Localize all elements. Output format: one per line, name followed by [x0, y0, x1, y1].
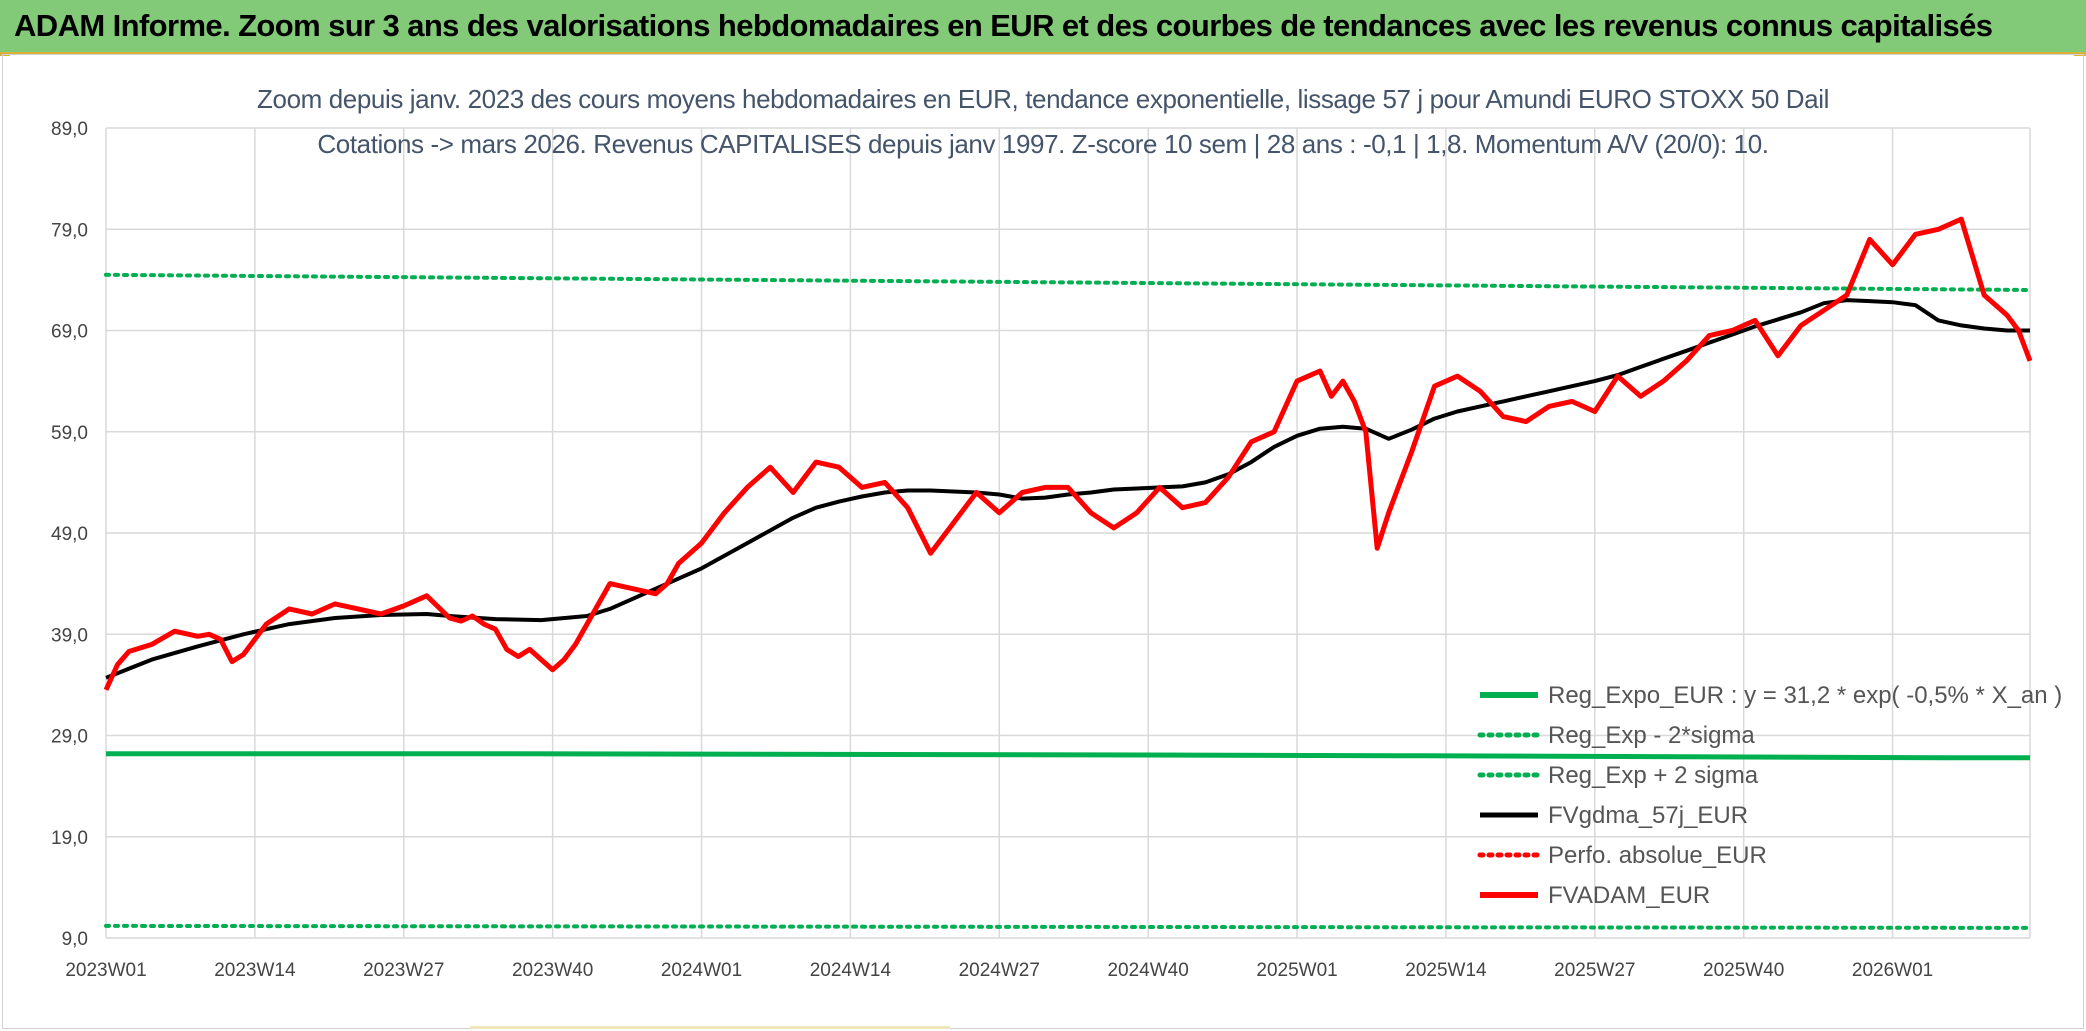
x-tick-label: 2024W40 [1107, 960, 1188, 981]
x-tick-label: 2023W40 [512, 960, 593, 981]
y-tick-label: 19,0 [51, 828, 88, 849]
bottom-accent-line [470, 1026, 950, 1029]
series-line-5 [103, 216, 2033, 691]
x-tick-label: 2024W27 [959, 960, 1040, 981]
series-line-2 [104, 272, 2032, 292]
x-tick-label: 2025W14 [1405, 960, 1487, 981]
y-tick-label: 89,0 [51, 119, 88, 140]
x-tick-label: 2025W01 [1256, 960, 1337, 981]
y-tick-label: 59,0 [51, 423, 88, 444]
chart-title-line2: Cotations -> mars 2026. Revenus CAPITALI… [317, 129, 1769, 159]
x-tick-label: 2025W27 [1554, 960, 1635, 981]
x-tick-label: 2024W01 [661, 960, 742, 981]
series-line-3 [105, 298, 2030, 680]
y-tick-label: 69,0 [51, 322, 88, 343]
legend-label-2: Reg_Exp + 2 sigma [1548, 762, 1759, 789]
y-tick-label: 39,0 [51, 625, 88, 646]
legend-label-0: Reg_Expo_EUR : y = 31,2 * exp( -0,5% * X… [1548, 682, 2062, 709]
legend-label-4: Perfo. absolue_EUR [1548, 842, 1767, 869]
y-tick-label: 9,0 [62, 929, 88, 950]
legend-layer: Reg_Expo_EUR : y = 31,2 * exp( -0,5% * X… [1477, 682, 2062, 909]
chart-title-line1: Zoom depuis janv. 2023 des cours moyens … [257, 84, 1829, 114]
header-title: ADAM Informe. Zoom sur 3 ans des valoris… [14, 8, 1993, 43]
chart-frame [2, 54, 2084, 1029]
y-tick-label: 49,0 [51, 524, 88, 545]
legend-label-5: FVADAM_EUR [1548, 882, 1710, 909]
series-line-1 [104, 923, 2032, 930]
header-bar: ADAM Informe. Zoom sur 3 ans des valoris… [0, 0, 2086, 54]
grid-layer: 89,0 79,0 69,0 59,0 49,0 39,0 29,0 19,0 9,0 2023W… [51, 119, 2031, 981]
x-tick-label: 2025W40 [1703, 960, 1784, 981]
x-tick-label: 2023W27 [363, 960, 444, 981]
y-tick-label: 79,0 [51, 220, 88, 241]
x-tick-label: 2023W14 [214, 960, 296, 981]
x-tick-label: 2026W01 [1852, 960, 1933, 981]
y-tick-label: 29,0 [51, 727, 88, 748]
series-layer [103, 216, 2033, 930]
legend-label-1: Reg_Exp - 2*sigma [1548, 722, 1755, 749]
series-line-0 [106, 751, 2030, 761]
x-tick-label: 2023W01 [65, 960, 146, 981]
legend-label-3: FVgdma_57j_EUR [1548, 802, 1748, 829]
x-tick-label: 2024W14 [810, 960, 892, 981]
